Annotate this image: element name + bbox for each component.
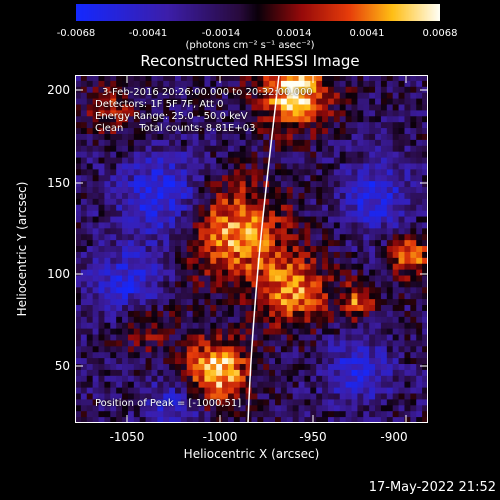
y-axis-label: Heliocentric Y (arcsec) (15, 181, 29, 317)
energy-range-text: Energy Range: 25.0 - 50.0 keV (95, 111, 248, 122)
image-title: Reconstructed RHESSI Image (140, 52, 360, 70)
y-tick-label: 150 (47, 176, 70, 190)
image-pixels (75, 75, 428, 423)
x-tick-label: -1050 (109, 430, 145, 444)
time-range-text: 3-Feb-2016 20:26:00.000 to 20:32:00.000 (102, 87, 313, 98)
x-axis-label: Heliocentric X (arcsec) (183, 447, 320, 461)
timestamp: 17-May-2022 21:52 (368, 480, 496, 495)
colorbar-units: (photons cm⁻² s⁻¹ asec⁻²) (185, 40, 315, 51)
y-tick-label: 100 (47, 267, 70, 281)
colorbar-tick: -0.0068 (56, 28, 96, 39)
detectors-text: Detectors: 1F 5F 7F, Att 0 (95, 99, 224, 110)
x-tick-label: -1000 (202, 430, 238, 444)
y-tick-label: 200 (47, 83, 70, 97)
colorbar-tick: -0.0014 (201, 28, 241, 39)
solar-limb (247, 75, 280, 423)
peak-position-text: Position of Peak = [-1000,51] (95, 398, 242, 409)
colorbar (76, 4, 440, 21)
x-tick-label: -900 (380, 430, 408, 444)
rhessi-image (75, 75, 428, 423)
tick-marks (75, 75, 428, 423)
colorbar-tick: 0.0014 (276, 28, 312, 39)
colorbar-tick: 0.0041 (349, 28, 385, 39)
colorbar-tick: 0.0068 (422, 28, 458, 39)
x-tick-label: -950 (299, 430, 327, 444)
colorbar-tick: -0.0041 (128, 28, 168, 39)
y-tick-label: 50 (54, 359, 70, 373)
plot-frame (75, 75, 428, 423)
clean-counts-text: Clean Total counts: 8.81E+03 (95, 123, 256, 134)
